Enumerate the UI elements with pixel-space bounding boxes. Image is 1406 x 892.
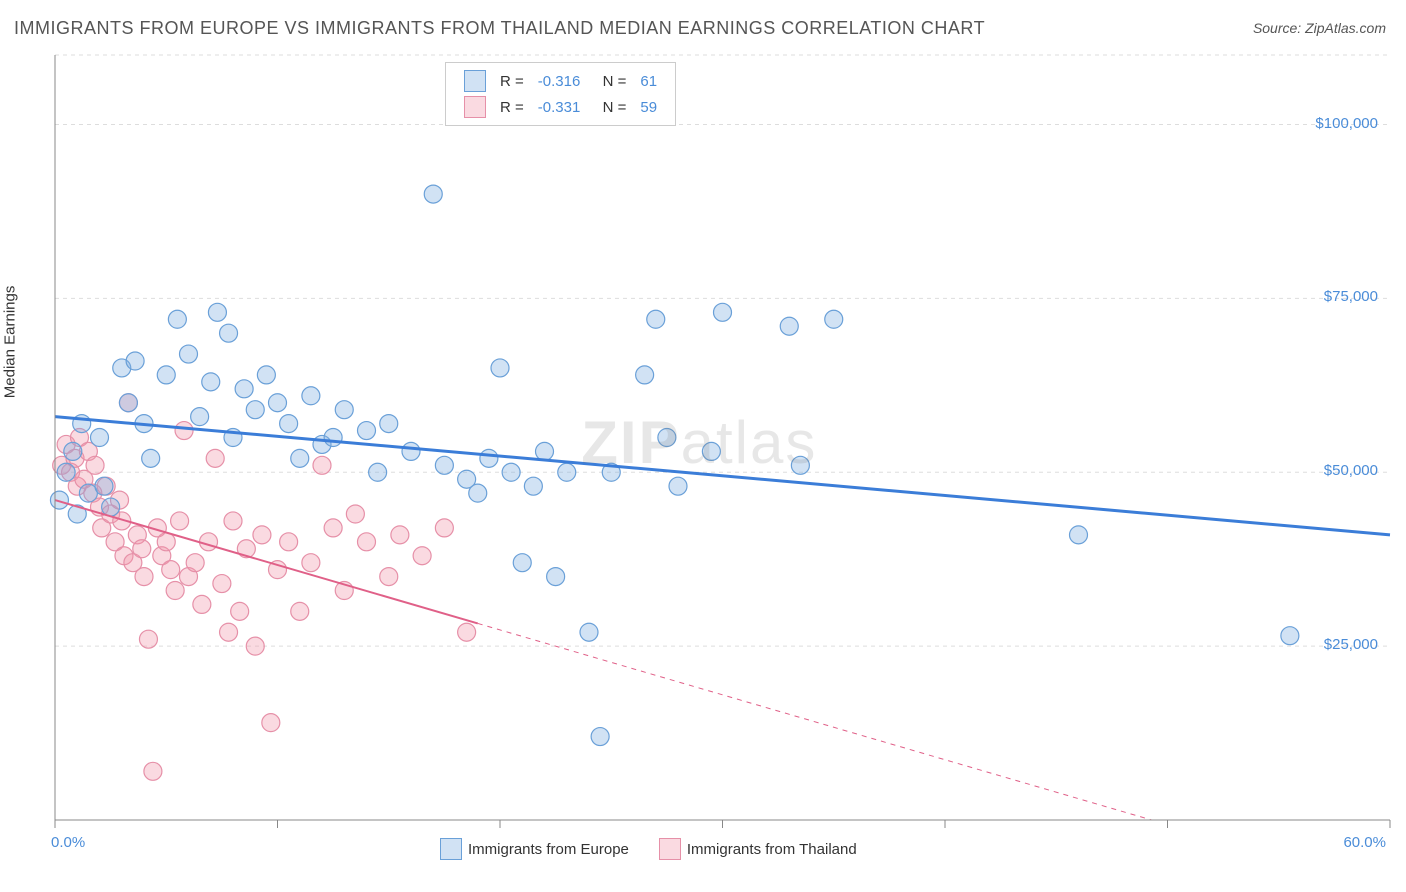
y-tick-label: $75,000 <box>1324 288 1378 305</box>
legend-row-europe: R = -0.316 N = 61 <box>458 69 663 93</box>
legend-swatch-thailand-icon <box>659 838 681 860</box>
legend-label-thailand: Immigrants from Thailand <box>687 841 857 858</box>
n-value-europe: 61 <box>634 69 663 93</box>
x-tick-label: 60.0% <box>1343 834 1386 851</box>
x-tick-label: 0.0% <box>51 834 85 851</box>
legend-item-thailand: Immigrants from Thailand <box>659 838 857 860</box>
n-value-thailand: 59 <box>634 95 663 119</box>
legend-label-europe: Immigrants from Europe <box>468 841 629 858</box>
y-tick-label: $50,000 <box>1324 462 1378 479</box>
legend-swatch-thailand <box>464 96 486 118</box>
r-value-europe: -0.316 <box>532 69 587 93</box>
r-value-thailand: -0.331 <box>532 95 587 119</box>
legend-correlation: R = -0.316 N = 61 R = -0.331 N = 59 <box>445 62 676 126</box>
legend-swatch-europe <box>464 70 486 92</box>
legend-series: Immigrants from Europe Immigrants from T… <box>440 838 857 860</box>
legend-swatch-europe-icon <box>440 838 462 860</box>
y-tick-label: $25,000 <box>1324 636 1378 653</box>
legend-row-thailand: R = -0.331 N = 59 <box>458 95 663 119</box>
chart-svg <box>0 0 1406 892</box>
y-tick-label: $100,000 <box>1315 115 1378 132</box>
legend-item-europe: Immigrants from Europe <box>440 838 629 860</box>
